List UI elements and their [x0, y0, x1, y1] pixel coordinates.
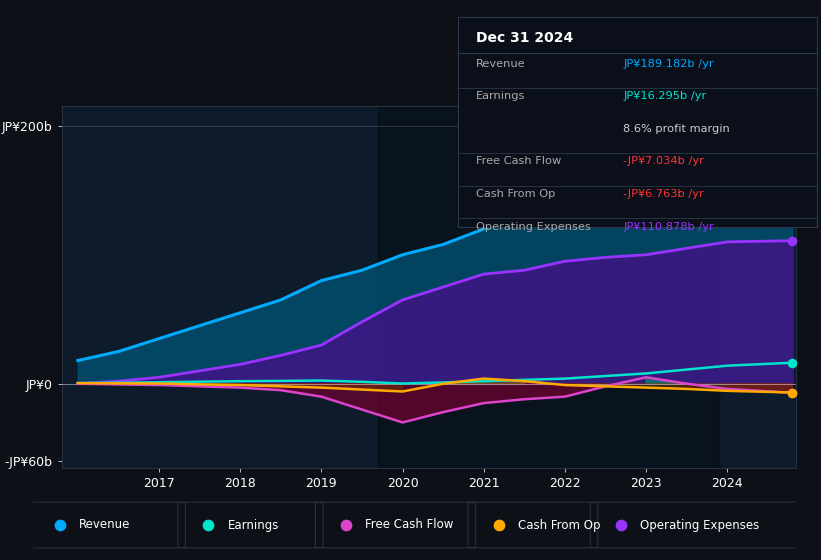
- Text: Free Cash Flow: Free Cash Flow: [476, 156, 562, 166]
- Text: Free Cash Flow: Free Cash Flow: [365, 519, 453, 531]
- Text: Cash From Op: Cash From Op: [518, 519, 600, 531]
- Text: Revenue: Revenue: [79, 519, 130, 531]
- Point: [786, 136, 799, 144]
- Point: [614, 521, 627, 530]
- Point: [786, 388, 799, 397]
- Text: Dec 31 2024: Dec 31 2024: [476, 31, 573, 45]
- Point: [339, 521, 352, 530]
- Text: -JP¥7.034b /yr: -JP¥7.034b /yr: [623, 156, 704, 166]
- Point: [786, 358, 799, 367]
- Point: [786, 236, 799, 245]
- Text: JP¥189.182b /yr: JP¥189.182b /yr: [623, 59, 713, 69]
- Point: [492, 521, 505, 530]
- Bar: [378, 106, 719, 468]
- Text: JP¥110.878b /yr: JP¥110.878b /yr: [623, 222, 714, 231]
- Text: Earnings: Earnings: [227, 519, 279, 531]
- Text: Operating Expenses: Operating Expenses: [476, 222, 591, 231]
- Text: JP¥16.295b /yr: JP¥16.295b /yr: [623, 91, 706, 101]
- Point: [786, 388, 799, 397]
- Point: [202, 521, 215, 530]
- Text: Cash From Op: Cash From Op: [476, 189, 556, 199]
- Point: [53, 521, 67, 530]
- Text: Earnings: Earnings: [476, 91, 525, 101]
- Text: -JP¥6.763b /yr: -JP¥6.763b /yr: [623, 189, 704, 199]
- Text: Operating Expenses: Operating Expenses: [640, 519, 759, 531]
- Text: 8.6% profit margin: 8.6% profit margin: [623, 124, 730, 134]
- Text: Revenue: Revenue: [476, 59, 525, 69]
